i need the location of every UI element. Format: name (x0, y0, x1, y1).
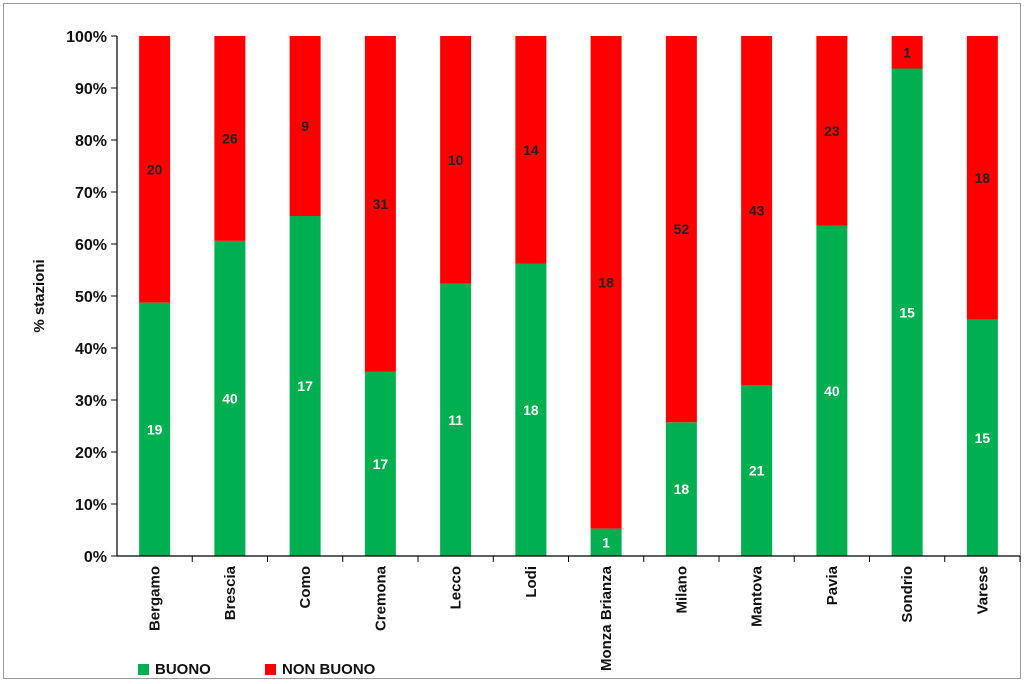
x-axis-labels: Bergamo Brescia Como Cremona Lecco Lodi Monza … (147, 556, 1021, 671)
data-label-buono: 17 (373, 456, 389, 472)
x-category-label: Mantova (749, 565, 766, 627)
data-label-non-buono: 18 (598, 274, 614, 290)
data-label-buono: 1 (602, 534, 610, 550)
x-category-label: Pavia (824, 565, 841, 605)
y-tick-label: 10% (75, 497, 107, 514)
data-label-buono: 18 (674, 481, 690, 497)
bar-non-buono (139, 36, 171, 303)
y-tick-label: 20% (75, 445, 107, 462)
y-axis-title: % stazioni (31, 259, 48, 332)
y-tick-label: 100% (66, 29, 107, 46)
data-label-non-buono: 43 (749, 203, 765, 219)
x-category-label: Brescia (222, 565, 239, 620)
data-label-buono: 15 (975, 430, 991, 446)
stacked-bar-chart: % stazioni 0%10%20%30%40%50%60%70%80%90%… (31, 29, 1021, 671)
x-category-label: Bergamo (147, 566, 164, 631)
x-category-label: Monza Brianza (598, 565, 615, 671)
bar-buono (440, 283, 472, 556)
data-label-buono: 40 (824, 383, 840, 399)
bar-buono (364, 371, 396, 556)
y-tick-label: 30% (75, 393, 107, 410)
legend-label-buono: BUONO (155, 660, 211, 678)
y-tick-label: 0% (84, 549, 107, 566)
y-tick-label: 40% (75, 341, 107, 358)
bar-non-buono (515, 36, 547, 264)
bar-non-buono (966, 36, 998, 320)
data-label-non-buono: 1 (903, 44, 911, 60)
bar-non-buono (214, 36, 246, 241)
bar-non-buono (665, 36, 697, 423)
data-label-non-buono: 9 (301, 118, 309, 134)
data-label-buono: 19 (147, 421, 163, 437)
bar-buono (214, 240, 246, 556)
bar-buono (515, 263, 547, 556)
data-label-non-buono: 18 (975, 170, 991, 186)
y-tick-label: 70% (75, 185, 107, 202)
legend-swatch-buono (138, 663, 149, 675)
bar-buono (741, 385, 773, 556)
data-label-non-buono: 10 (448, 152, 464, 168)
data-label-buono: 18 (523, 402, 539, 418)
chart-frame: % stazioni 0% 10% 20% 30% 40% 50% 60% 70% 80% 90%… (3, 3, 1021, 679)
bar-buono (816, 225, 848, 557)
x-category-label: Como (297, 566, 314, 609)
x-category-label: Lecco (448, 566, 465, 609)
axes (116, 36, 1020, 557)
legend-item-non-buono: NON BUONO (265, 659, 375, 679)
y-tick-label: 50% (75, 289, 107, 306)
y-tick-label: 90% (75, 81, 107, 98)
bar-non-buono (590, 36, 622, 529)
x-category-label: Cremona (372, 565, 389, 631)
bar-buono (966, 319, 998, 556)
bar-non-buono (364, 36, 396, 372)
bar-buono (665, 422, 697, 556)
data-label-non-buono: 23 (824, 123, 840, 139)
y-axis-title-text: % stazioni (31, 259, 48, 332)
data-label-non-buono: 14 (523, 142, 539, 158)
data-label-buono: 17 (297, 378, 313, 394)
bar-buono (139, 302, 171, 556)
data-label-non-buono: 26 (222, 130, 238, 146)
data-label-non-buono: 20 (147, 161, 163, 177)
bar-buono (891, 68, 923, 556)
bar-non-buono (891, 36, 923, 69)
y-tick-label: 60% (75, 237, 107, 254)
data-label-buono: 40 (222, 390, 238, 406)
data-label-buono: 11 (448, 412, 463, 428)
bar-buono (590, 528, 622, 556)
x-category-label: Lodi (523, 566, 540, 598)
data-label-buono: 15 (899, 304, 915, 320)
x-category-label: Milano (673, 566, 690, 614)
bars: 19 20 40 26 17 9 17 31 11 10 18 14 1 18 18 52 21 43 40 23 15… (139, 36, 998, 557)
bar-non-buono (289, 36, 321, 216)
data-label-buono: 21 (749, 463, 765, 479)
legend-item-buono: BUONO (138, 659, 211, 679)
data-label-non-buono: 52 (674, 221, 690, 237)
bar-non-buono (816, 36, 848, 226)
x-category-label: Sondrio (899, 566, 916, 623)
bar-non-buono (440, 36, 472, 284)
bar-buono (289, 216, 321, 556)
y-tick-label: 80% (75, 133, 107, 150)
legend-swatch-non-buono (265, 663, 276, 675)
legend-label-non-buono: NON BUONO (282, 660, 376, 678)
x-category-label: Varese (974, 566, 991, 614)
data-label-non-buono: 31 (373, 196, 389, 212)
y-axis-ticks: 0% 10% 20% 30% 40% 50% 60% 70% 80% 90% 100% (66, 29, 117, 566)
bar-non-buono (741, 36, 773, 386)
